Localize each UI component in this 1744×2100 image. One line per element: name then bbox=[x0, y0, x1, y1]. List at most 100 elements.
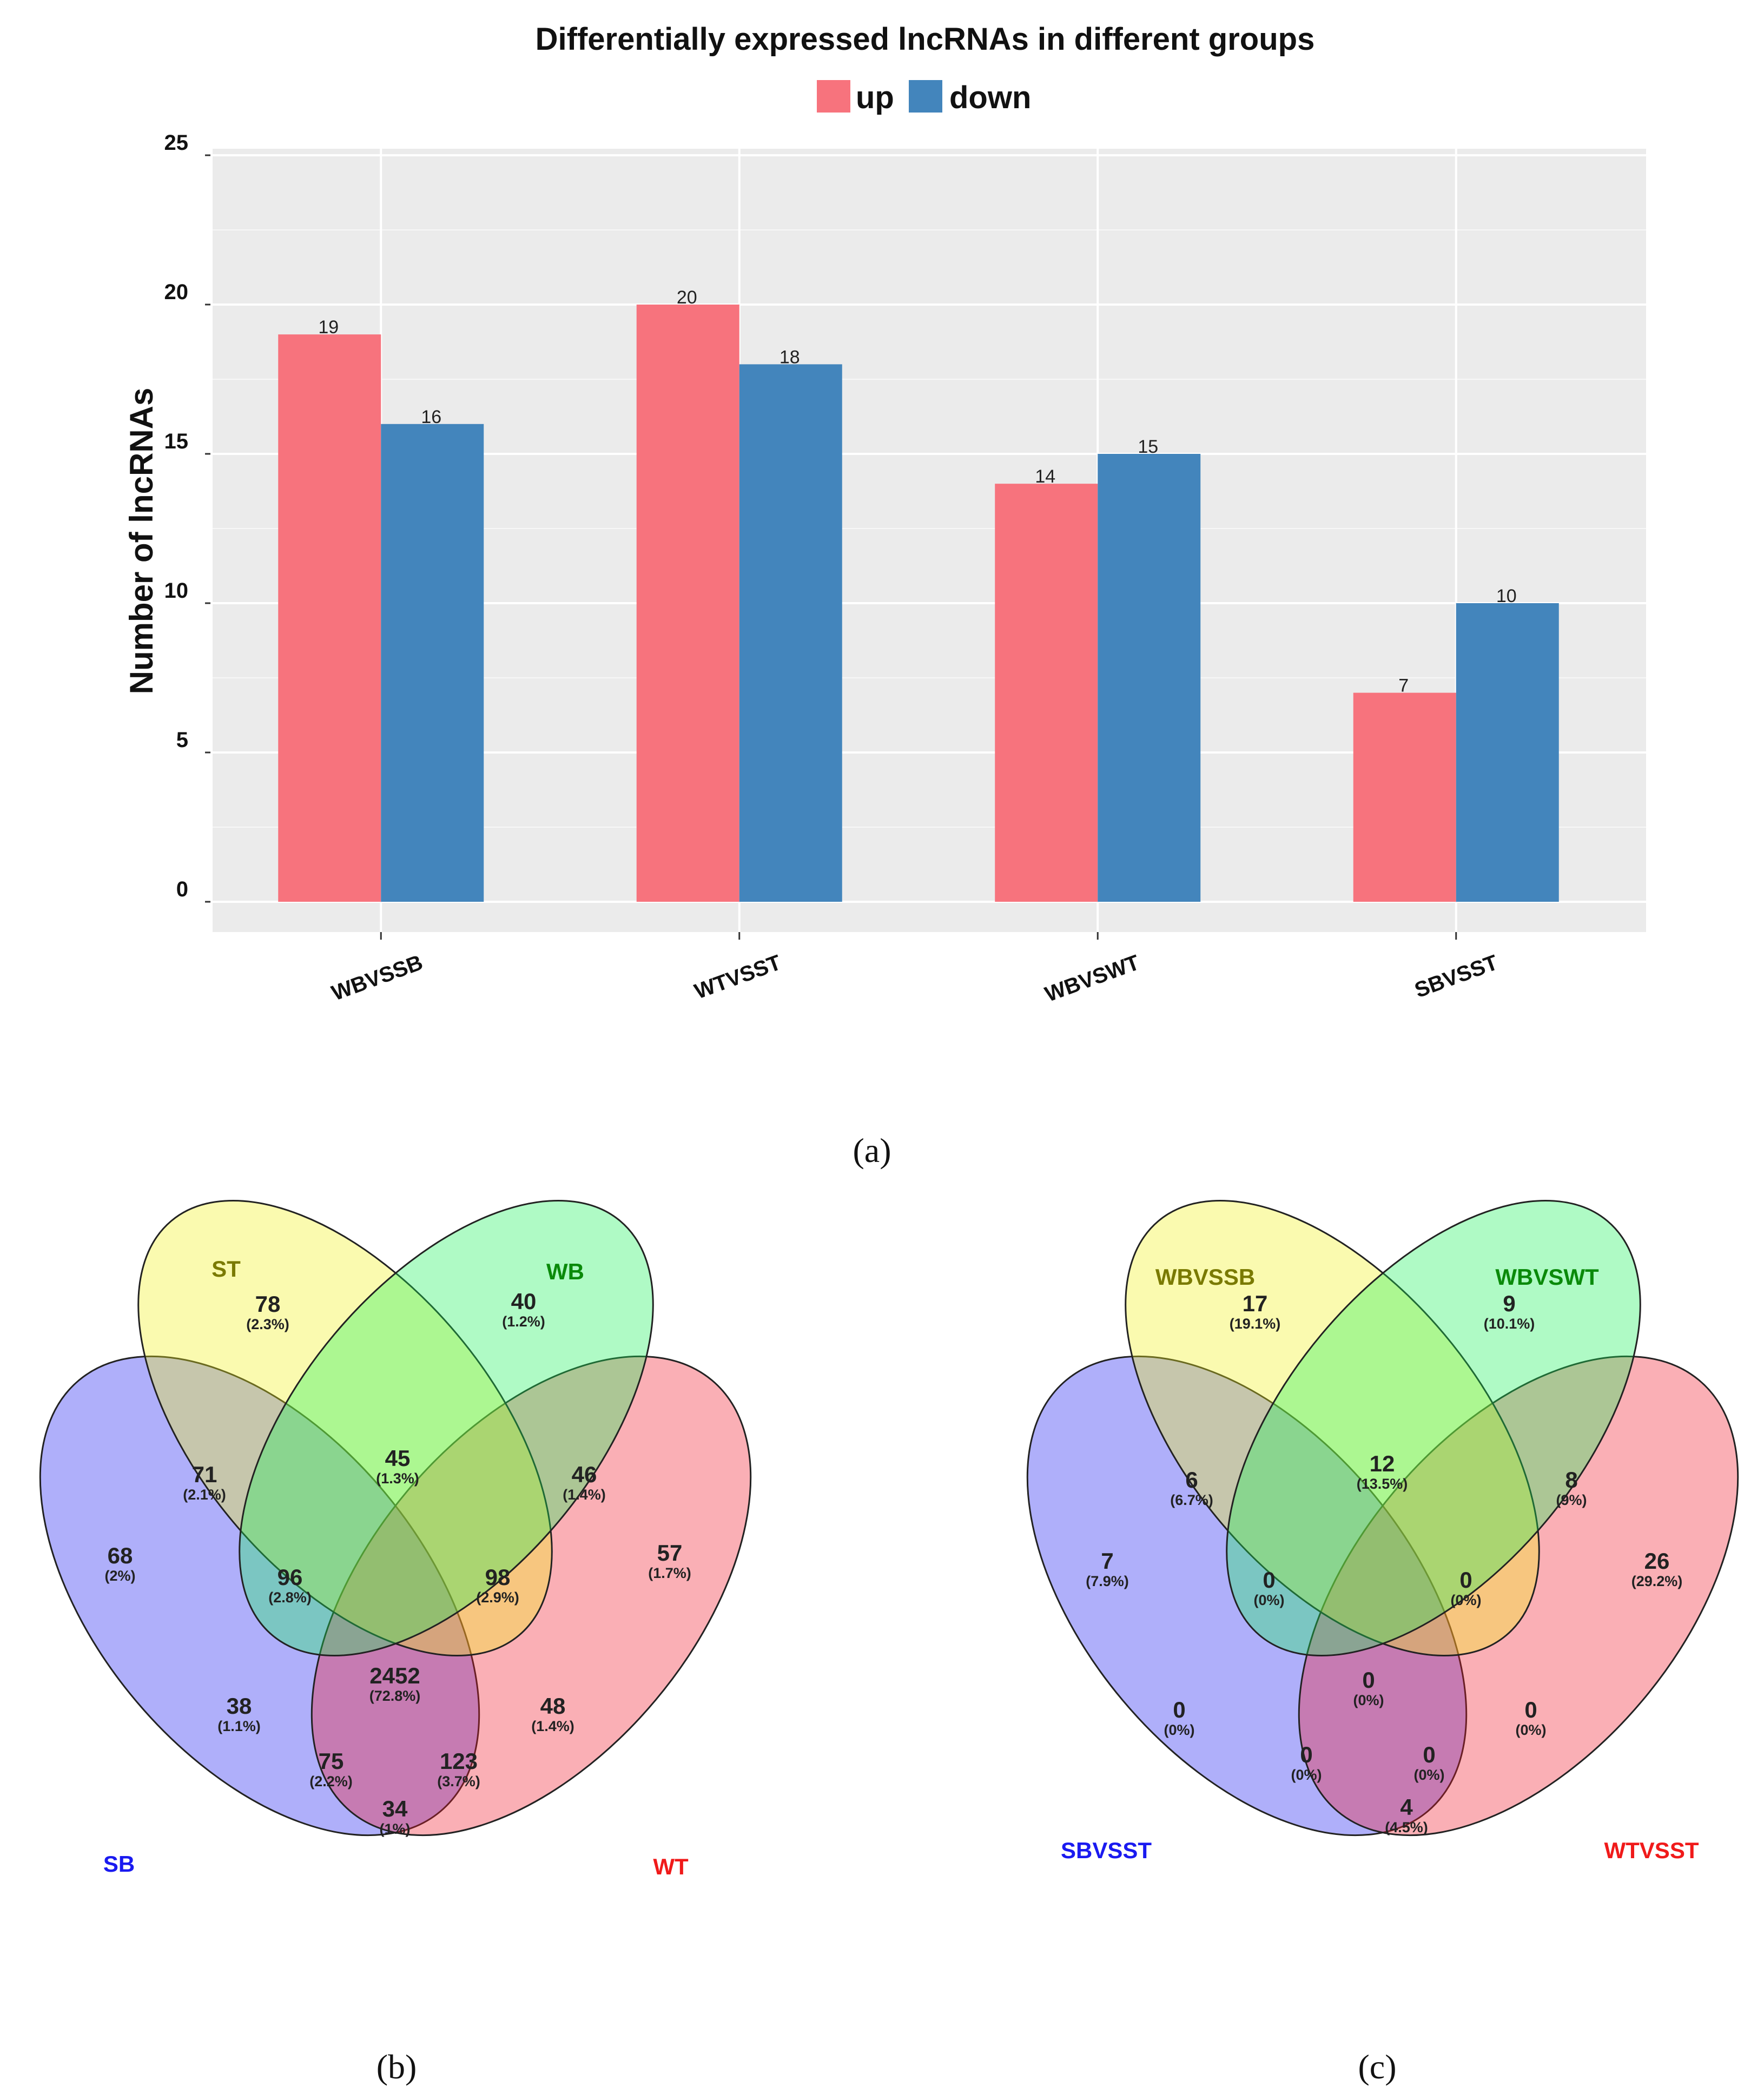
venn-count-WB_WT: 46 bbox=[572, 1462, 597, 1487]
x-axis-ticks: WBVSSB WTVSST WBVSWT SBVSST bbox=[328, 932, 1501, 1007]
x-tick-label: SBVSST bbox=[1411, 950, 1501, 1002]
y-tick-label: 20 bbox=[164, 280, 189, 304]
venn-pct-ST_WB: (13.5%) bbox=[1357, 1476, 1408, 1492]
venn-pct-WB_WT: (9%) bbox=[1556, 1492, 1587, 1508]
bar-down-SBVSST bbox=[1456, 603, 1559, 902]
venn-count-WB_WT: 8 bbox=[1565, 1467, 1577, 1493]
bar-up-WTVSST bbox=[636, 305, 739, 902]
venn-count-SB_WT: 34 bbox=[382, 1796, 408, 1821]
venn-set-label-SBVSST: SBVSST bbox=[1061, 1838, 1152, 1863]
x-tick-label: WBVSSB bbox=[328, 950, 426, 1005]
y-tick-label: 5 bbox=[176, 728, 188, 752]
venn-count-WT_only: 26 bbox=[1644, 1548, 1670, 1574]
venn-pct-SB_ST: (2.1%) bbox=[183, 1487, 226, 1503]
venn-count-ST_WB: 12 bbox=[1370, 1451, 1395, 1476]
legend-label-up: up bbox=[856, 80, 894, 115]
venn-count-WB_only: 9 bbox=[1503, 1291, 1515, 1316]
panel-label-a: (a) bbox=[853, 1131, 891, 1170]
data-label-down-WBVSSB: 16 bbox=[421, 407, 441, 427]
bar-down-WTVSST bbox=[739, 364, 842, 902]
venn-pct-SB_ST: (6.7%) bbox=[1170, 1492, 1213, 1508]
venn-pct-SB_ST_WT: (3.7%) bbox=[437, 1773, 480, 1789]
legend-swatch-up bbox=[817, 80, 850, 113]
data-label-up-WBVSWT: 14 bbox=[1035, 466, 1055, 487]
venn-ellipse-WT bbox=[311, 1355, 752, 1837]
venn-count-SB_WT: 4 bbox=[1400, 1794, 1413, 1820]
panel-label-b: (b) bbox=[376, 2048, 417, 2086]
venn-pct-SB_only: (7.9%) bbox=[1086, 1573, 1129, 1589]
venn-pct-SB_ST_WT: (0%) bbox=[1413, 1767, 1444, 1783]
venn-count-ALL: 0 bbox=[1362, 1667, 1375, 1693]
legend-label-down: down bbox=[949, 80, 1031, 115]
venn-ellipse-WB bbox=[239, 1199, 654, 1657]
venn-count-ST_only: 17 bbox=[1243, 1291, 1268, 1316]
venn-pct-ST_WB_WT: (2.9%) bbox=[476, 1589, 519, 1606]
venn-ellipse-WBVSSB bbox=[1125, 1199, 1540, 1657]
venn-set-label-WB: WB bbox=[546, 1259, 584, 1284]
venn-count-ST_WB_WT: 0 bbox=[1459, 1567, 1472, 1593]
bar-chart: Differentially expressed lncRNAs in diff… bbox=[123, 22, 1646, 1007]
venn-count-SB_ST_WB: 96 bbox=[278, 1564, 303, 1590]
bar-up-WBVSSB bbox=[278, 334, 381, 902]
x-tick-label: WBVSWT bbox=[1042, 950, 1142, 1007]
venn-count-SB_ST_WT: 0 bbox=[1423, 1742, 1435, 1767]
venn-set-label-SB: SB bbox=[103, 1851, 135, 1877]
venn-count-SB_WB: 0 bbox=[1173, 1697, 1185, 1722]
venn-count-SB_only: 68 bbox=[108, 1543, 133, 1568]
venn-pct-SB_only: (2%) bbox=[104, 1568, 135, 1584]
y-tick-label: 0 bbox=[176, 877, 188, 901]
venn-set-label-WBVSSB: WBVSSB bbox=[1155, 1264, 1255, 1290]
venn-set-label-WTVSST: WTVSST bbox=[1604, 1838, 1699, 1863]
venn-pct-ST_WB_WT: (0%) bbox=[1450, 1592, 1481, 1608]
venn-pct-WT_only: (1.7%) bbox=[648, 1565, 691, 1581]
x-tick-label: WTVSST bbox=[691, 950, 784, 1003]
venn-pct-ST_WT: (1.4%) bbox=[531, 1718, 574, 1734]
venn-count-SB_ST: 71 bbox=[192, 1462, 217, 1487]
data-label-down-SBVSST: 10 bbox=[1496, 586, 1517, 606]
data-label-up-WTVSST: 20 bbox=[677, 287, 697, 308]
data-label-down-WTVSST: 18 bbox=[779, 347, 800, 367]
bar-down-WBVSSB bbox=[381, 424, 484, 902]
venn-count-ST_WT: 0 bbox=[1524, 1697, 1537, 1722]
data-labels: 19 16 20 18 14 15 7 10 bbox=[318, 287, 1516, 696]
venn-count-WT_only: 57 bbox=[657, 1540, 683, 1566]
legend-swatch-down bbox=[909, 80, 942, 113]
venn-count-SB_only: 7 bbox=[1101, 1548, 1113, 1574]
venn-pct-ST_WB: (1.3%) bbox=[376, 1470, 419, 1487]
venn-ellipse-ST bbox=[137, 1199, 553, 1657]
venn-pct-SB_WB: (1.1%) bbox=[217, 1718, 261, 1734]
data-label-down-WBVSWT: 15 bbox=[1138, 437, 1158, 457]
venn-ellipse-SB bbox=[39, 1355, 480, 1837]
venn-pct-WT_only: (29.2%) bbox=[1631, 1573, 1683, 1589]
y-axis-ticks: 0 5 10 15 20 25 bbox=[164, 131, 210, 903]
venn-pct-ST_only: (19.1%) bbox=[1230, 1316, 1281, 1332]
panel-label-c: (c) bbox=[1358, 2048, 1396, 2086]
venn-set-label-WBVSWT: WBVSWT bbox=[1495, 1264, 1599, 1290]
bars bbox=[278, 305, 1559, 902]
bar-up-WBVSWT bbox=[995, 484, 1098, 902]
legend: up down bbox=[817, 80, 1031, 115]
venn-pct-SB_ST_WB: (2.8%) bbox=[268, 1589, 312, 1606]
venn-count-SB_WB_WT: 0 bbox=[1300, 1742, 1312, 1767]
venn-pct-ALL: (0%) bbox=[1353, 1692, 1384, 1708]
chart-title: Differentially expressed lncRNAs in diff… bbox=[536, 22, 1315, 57]
venn-pct-ST_WT: (0%) bbox=[1515, 1722, 1546, 1738]
venn-pct-SB_WT: (4.5%) bbox=[1385, 1819, 1428, 1835]
venn-count-SB_ST: 6 bbox=[1185, 1467, 1198, 1493]
venn-pct-ST_only: (2.3%) bbox=[246, 1316, 289, 1332]
venn-pct-SB_ST_WB: (0%) bbox=[1253, 1592, 1284, 1608]
bar-up-SBVSST bbox=[1353, 692, 1456, 902]
venn-ellipse-SBVSST bbox=[1026, 1355, 1468, 1837]
venn-diagram-c: SBVSST WBVSSB WBVSWT WTVSST 17(19.1%) 9(10.1%… bbox=[1026, 1199, 1739, 1863]
venn-pct-WB_WT: (1.4%) bbox=[563, 1487, 606, 1503]
venn-pct-SB_WB_WT: (0%) bbox=[1291, 1767, 1322, 1783]
y-axis-label: Number of lncRNAs bbox=[123, 388, 160, 695]
venn-count-ALL: 2452 bbox=[369, 1663, 420, 1688]
y-tick-label: 15 bbox=[164, 430, 189, 453]
venn-pct-ALL: (72.8%) bbox=[369, 1688, 421, 1704]
venn-count-ST_WT: 48 bbox=[540, 1693, 566, 1719]
y-tick-label: 10 bbox=[164, 579, 189, 603]
venn-count-SB_ST_WB: 0 bbox=[1263, 1567, 1275, 1593]
venn-set-label-WT: WT bbox=[653, 1854, 689, 1879]
